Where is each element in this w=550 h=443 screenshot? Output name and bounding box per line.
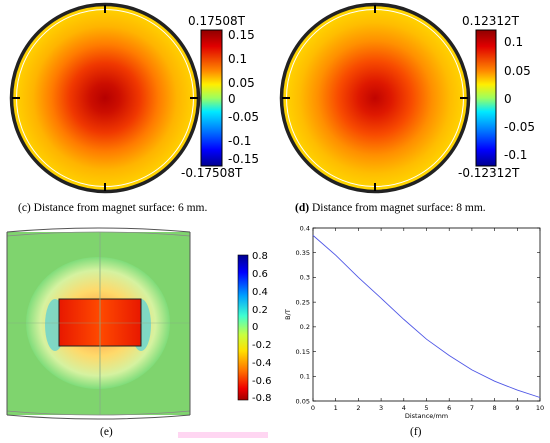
caption-d-text: Distance from magnet surface: 8 mm. <box>309 202 486 214</box>
x-tick-label: 3 <box>379 404 383 412</box>
colorbar-d-min-label: -0.12312T <box>458 166 520 180</box>
colorbar-c-tick: -0.05 <box>228 110 260 124</box>
x-tick-label: 7 <box>470 404 474 412</box>
colorbar-c-max-label: 0.17508T <box>188 14 245 28</box>
y-tick-label: 0.1 <box>300 373 310 381</box>
caption-f: (f) <box>410 426 422 438</box>
colorbar-c-tick: -0.15 <box>228 152 260 166</box>
x-tick-label: 2 <box>356 404 360 412</box>
colorbar-c-min-label: -0.17508T <box>181 166 243 180</box>
x-tick-label: 9 <box>515 404 519 412</box>
colorbar-e-tick: 0.8 <box>252 251 268 262</box>
x-axis-label: Distance/mm <box>405 412 448 420</box>
panel-c <box>9 2 223 194</box>
line-chart-f: 0 1 2 3 4 5 6 7 8 9 10 0.05 0.1 0.15 0.2 0.25 0.3 0.35 0.4… <box>284 224 544 420</box>
field-map-d <box>283 6 467 190</box>
colorbar-e-tick: 0 <box>252 322 259 333</box>
colorbar-c-tick: 0.05 <box>228 76 255 90</box>
colorbar-c-tick: -0.1 <box>228 134 252 148</box>
colorbar-d-tick: -0.05 <box>504 120 536 134</box>
caption-d: (d) Distance from magnet surface: 8 mm. <box>295 202 486 214</box>
colorbar-e-tick: 0.6 <box>252 269 268 280</box>
colorbar-c-tick: 0 <box>228 92 236 106</box>
colorbar-d-tick: -0.1 <box>504 148 528 162</box>
colorbar-e <box>237 254 249 401</box>
colorbar-c <box>200 29 223 167</box>
colorbar-d-tick: 0.1 <box>504 35 524 49</box>
caption-c: (c) Distance from magnet surface: 6 mm. <box>18 202 207 214</box>
colorbar-d-tick: 0 <box>504 92 512 106</box>
colorbar-e-tick: -0.8 <box>252 393 272 404</box>
y-tick-label: 0.2 <box>300 323 310 331</box>
field-map-c <box>13 6 197 190</box>
x-tick-label: 6 <box>447 404 451 412</box>
colorbar-c-tick: 0.1 <box>228 52 248 66</box>
plot-area <box>312 227 541 402</box>
magnet-outline-c <box>9 2 201 194</box>
y-tick-label: 0.3 <box>300 274 310 282</box>
x-tick-label: 10 <box>536 404 544 412</box>
panel-e <box>6 227 249 420</box>
y-axis-label: B/T <box>284 309 292 320</box>
colorbar-c-tick: 0.15 <box>228 28 255 42</box>
panel-d <box>279 2 497 194</box>
x-tick-label: 5 <box>424 404 428 412</box>
x-tick-label: 0 <box>311 404 315 412</box>
x-tick-label: 8 <box>493 404 497 412</box>
y-tick-label: 0.25 <box>296 298 310 306</box>
series-line <box>312 235 541 398</box>
caption-e: (e) <box>100 426 113 438</box>
caption-highlight <box>178 432 268 438</box>
y-tick-label: 0.4 <box>300 224 310 232</box>
caption-c-text: Distance from magnet surface: 6 mm. <box>30 202 208 214</box>
colorbar-e-tick: -0.6 <box>252 376 272 387</box>
x-tick-label: 4 <box>402 404 406 412</box>
x-tick-label: 1 <box>334 404 338 412</box>
colorbar-e-tick: 0.2 <box>252 305 268 316</box>
colorbar-d-tick: 0.05 <box>504 64 531 78</box>
colorbar-e-tick: -0.4 <box>252 358 272 369</box>
caption-d-letter: (d) <box>295 202 310 214</box>
colorbar-e-tick: 0.4 <box>252 287 268 298</box>
y-tick-label: 0.35 <box>296 249 310 257</box>
caption-c-letter: (c) <box>18 202 31 214</box>
colorbar-d-max-label: 0.12312T <box>462 14 519 28</box>
colorbar-d <box>475 29 497 167</box>
colorbar-e-tick: -0.2 <box>252 340 272 351</box>
magnet-outline-d <box>279 2 471 194</box>
y-tick-label: 0.15 <box>296 348 310 356</box>
y-tick-label: 0.05 <box>296 397 310 405</box>
